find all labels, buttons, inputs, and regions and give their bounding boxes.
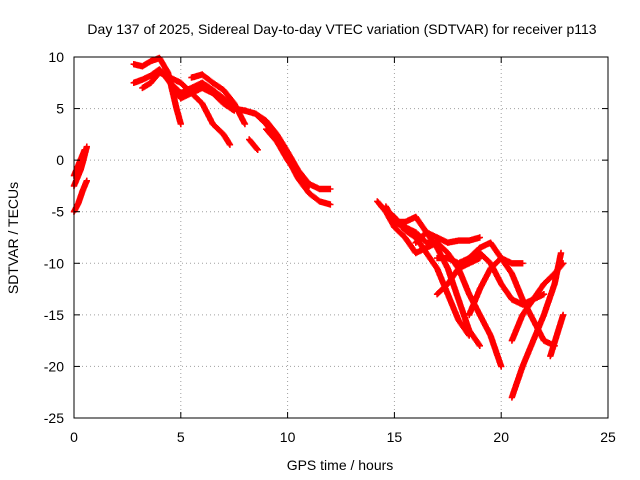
- chart-title: Day 137 of 2025, Sidereal Day-to-day VTE…: [87, 21, 596, 37]
- y-tick-label: -20: [44, 358, 64, 374]
- ticks: 0 5 10 15 20 25 -25 -20 -15 -10 -5 0 5 10: [44, 49, 616, 445]
- grid: [74, 57, 608, 418]
- series-arc12: [263, 126, 313, 190]
- series-arc24: [547, 311, 567, 360]
- y-tick-label: -10: [44, 255, 64, 271]
- y-tick-label: 10: [48, 49, 64, 65]
- x-tick-label: 5: [177, 429, 185, 445]
- x-tick-label: 25: [600, 429, 616, 445]
- series-arc17: [412, 229, 483, 246]
- data-points: [412, 229, 483, 246]
- data-points: [508, 260, 567, 344]
- x-axis-title: GPS time / hours: [287, 457, 394, 473]
- y-tick-label: 5: [56, 101, 64, 117]
- data-points: [246, 136, 261, 153]
- data-points: [188, 71, 249, 128]
- series-arc19: [433, 254, 483, 298]
- y-axis-title: SDTVAR / TECUs: [5, 182, 21, 294]
- series-arc8: [188, 71, 249, 128]
- plot-frame: [73, 56, 609, 419]
- x-tick-label: 10: [280, 429, 296, 445]
- x-tick-label: 20: [493, 429, 509, 445]
- data-layer: [70, 54, 567, 401]
- data-points: [263, 126, 313, 190]
- y-tick-label: -15: [44, 307, 64, 323]
- series-arc9: [246, 136, 261, 153]
- series-arc23: [508, 260, 567, 344]
- x-tick-label: 0: [70, 429, 78, 445]
- data-points: [433, 254, 483, 298]
- data-points: [547, 311, 567, 360]
- y-tick-label: -25: [44, 410, 64, 426]
- y-tick-label: -5: [52, 204, 65, 220]
- x-tick-label: 15: [387, 429, 403, 445]
- y-tick-label: 0: [56, 152, 64, 168]
